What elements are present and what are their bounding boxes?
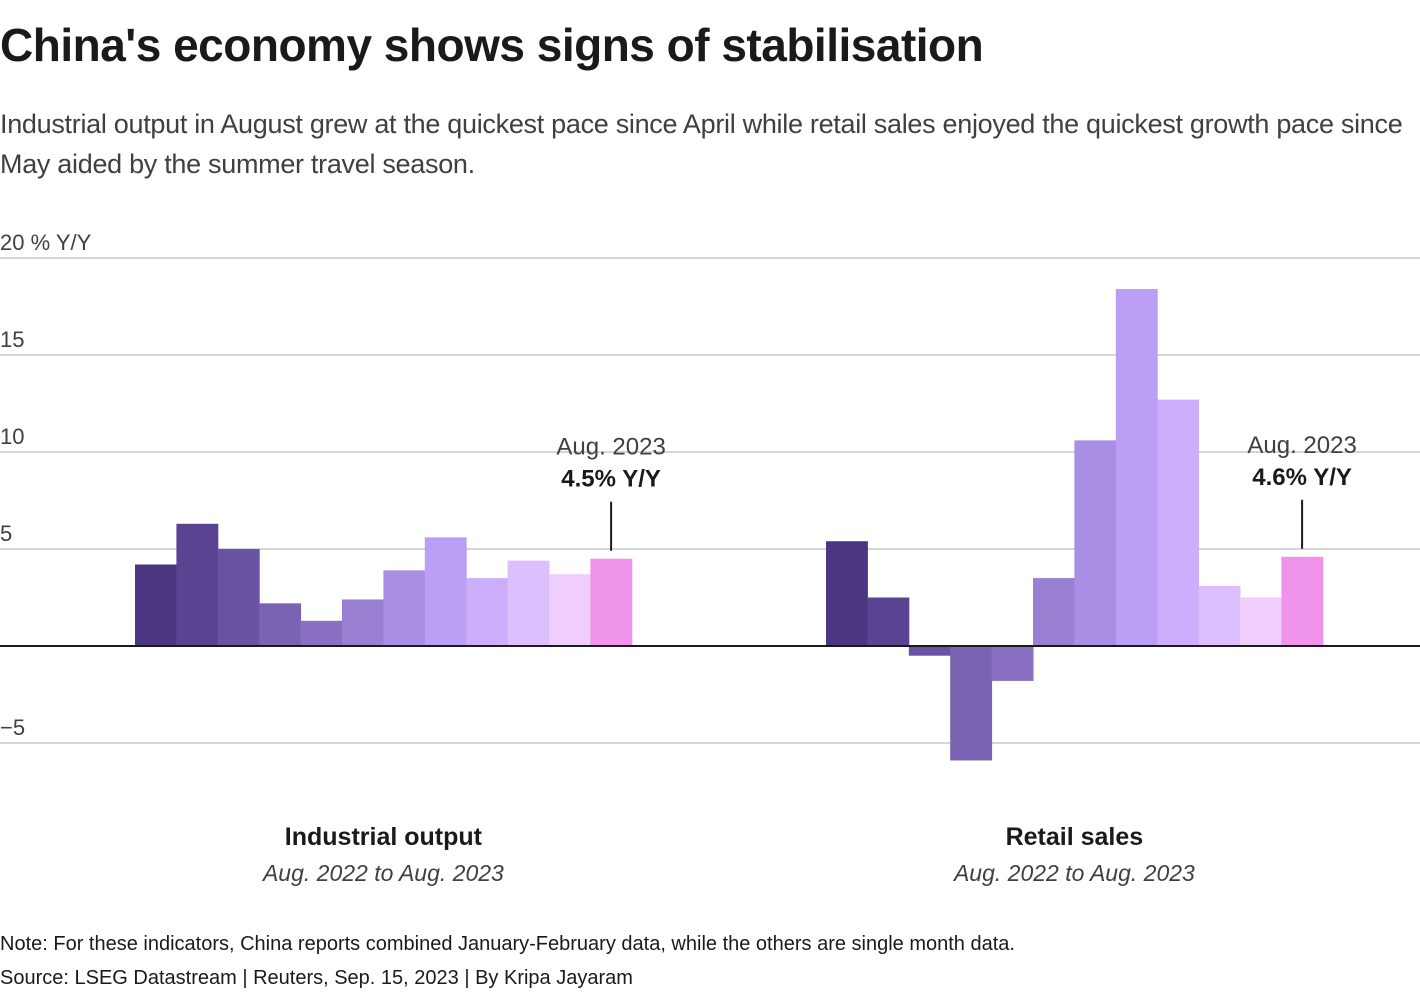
panel-range: Aug. 2022 to Aug. 2023 xyxy=(952,860,1195,886)
chart-subtitle: Industrial output in August grew at the … xyxy=(0,109,1403,179)
bar xyxy=(590,558,633,646)
panel-range: Aug. 2022 to Aug. 2023 xyxy=(261,860,504,886)
bar xyxy=(867,597,910,646)
y-tick-label: 5 xyxy=(0,521,12,546)
bar xyxy=(1033,578,1075,646)
annotation-date: Aug. 2023 xyxy=(1247,432,1356,459)
bar xyxy=(217,549,260,646)
bar xyxy=(383,570,426,646)
y-tick-label: 15 xyxy=(0,327,24,352)
panel-title: Retail sales xyxy=(1006,823,1144,851)
annotation-value: 4.6% Y/Y xyxy=(1252,464,1352,491)
bar xyxy=(176,523,219,646)
panel-title: Industrial output xyxy=(285,823,483,851)
bar xyxy=(1115,289,1158,646)
chart-note: Note: For these indicators, China report… xyxy=(0,933,1015,955)
bar xyxy=(549,574,591,646)
chart-title: China's economy shows signs of stabilisa… xyxy=(0,19,984,71)
bar xyxy=(991,646,1034,681)
bar xyxy=(466,578,509,646)
y-tick-label: −5 xyxy=(0,715,25,740)
bar xyxy=(259,603,302,646)
bar xyxy=(908,646,951,656)
bar xyxy=(424,537,467,646)
y-tick-label: 20 % Y/Y xyxy=(0,230,92,255)
bar xyxy=(342,599,384,646)
bar xyxy=(300,620,343,646)
bar xyxy=(1157,399,1200,646)
bar xyxy=(1240,597,1282,646)
chart-source: Source: LSEG Datastream | Reuters, Sep. … xyxy=(0,967,633,989)
y-tick-label: 10 xyxy=(0,424,24,449)
annotation-date: Aug. 2023 xyxy=(556,434,665,461)
bar xyxy=(1198,585,1241,646)
bar xyxy=(1074,440,1117,646)
bar xyxy=(1281,556,1324,646)
bar xyxy=(507,560,550,646)
chart: 20 % Y/Y 15 10 5 −5 Industrial output Aug. 202… xyxy=(0,230,1420,886)
bar xyxy=(826,541,868,646)
bar xyxy=(950,646,993,761)
bar xyxy=(135,564,177,646)
annotation-value: 4.5% Y/Y xyxy=(561,466,661,493)
